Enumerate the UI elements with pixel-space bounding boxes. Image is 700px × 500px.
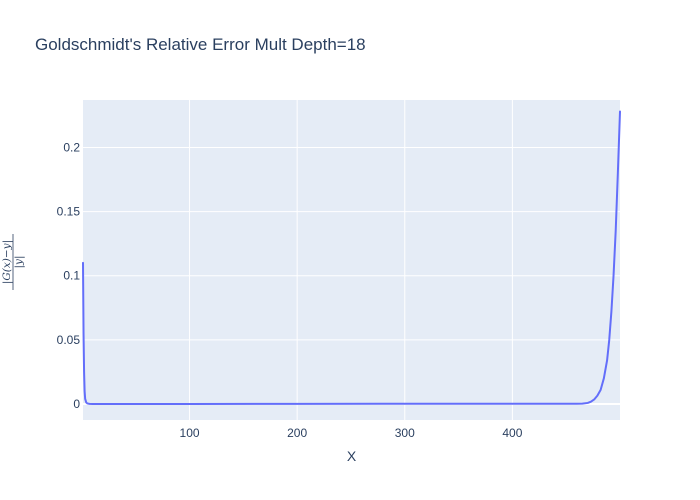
y-tick-labels: 0 0.05 0.1 0.15 0.2	[57, 140, 81, 411]
y-tick-label: 0.2	[63, 140, 80, 154]
x-tick-label: 100	[180, 426, 200, 440]
y-tick-label: 0.1	[63, 269, 80, 283]
x-tick-label: 400	[502, 426, 522, 440]
series-line-0	[82, 110, 621, 405]
y-tick-label: 0.15	[57, 205, 81, 219]
plot-background	[83, 100, 620, 420]
y-tick-label: 0	[73, 397, 80, 411]
chart-title: Goldschmidt's Relative Error Mult Depth=…	[35, 35, 366, 54]
y-axis-title-numerator: |G(x)−y|	[1, 240, 14, 284]
x-gridlines	[189, 100, 513, 420]
y-axis-title-denominator: |y|	[13, 255, 26, 268]
x-tick-labels: 100 200 300 400	[180, 426, 523, 440]
x-tick-label: 200	[287, 426, 307, 440]
series-group	[82, 110, 621, 405]
y-axis-title: |G(x)−y| |y|	[1, 234, 26, 290]
y-tick-label: 0.05	[57, 333, 81, 347]
x-tick-label: 300	[395, 426, 415, 440]
x-axis-title: X	[347, 448, 357, 464]
